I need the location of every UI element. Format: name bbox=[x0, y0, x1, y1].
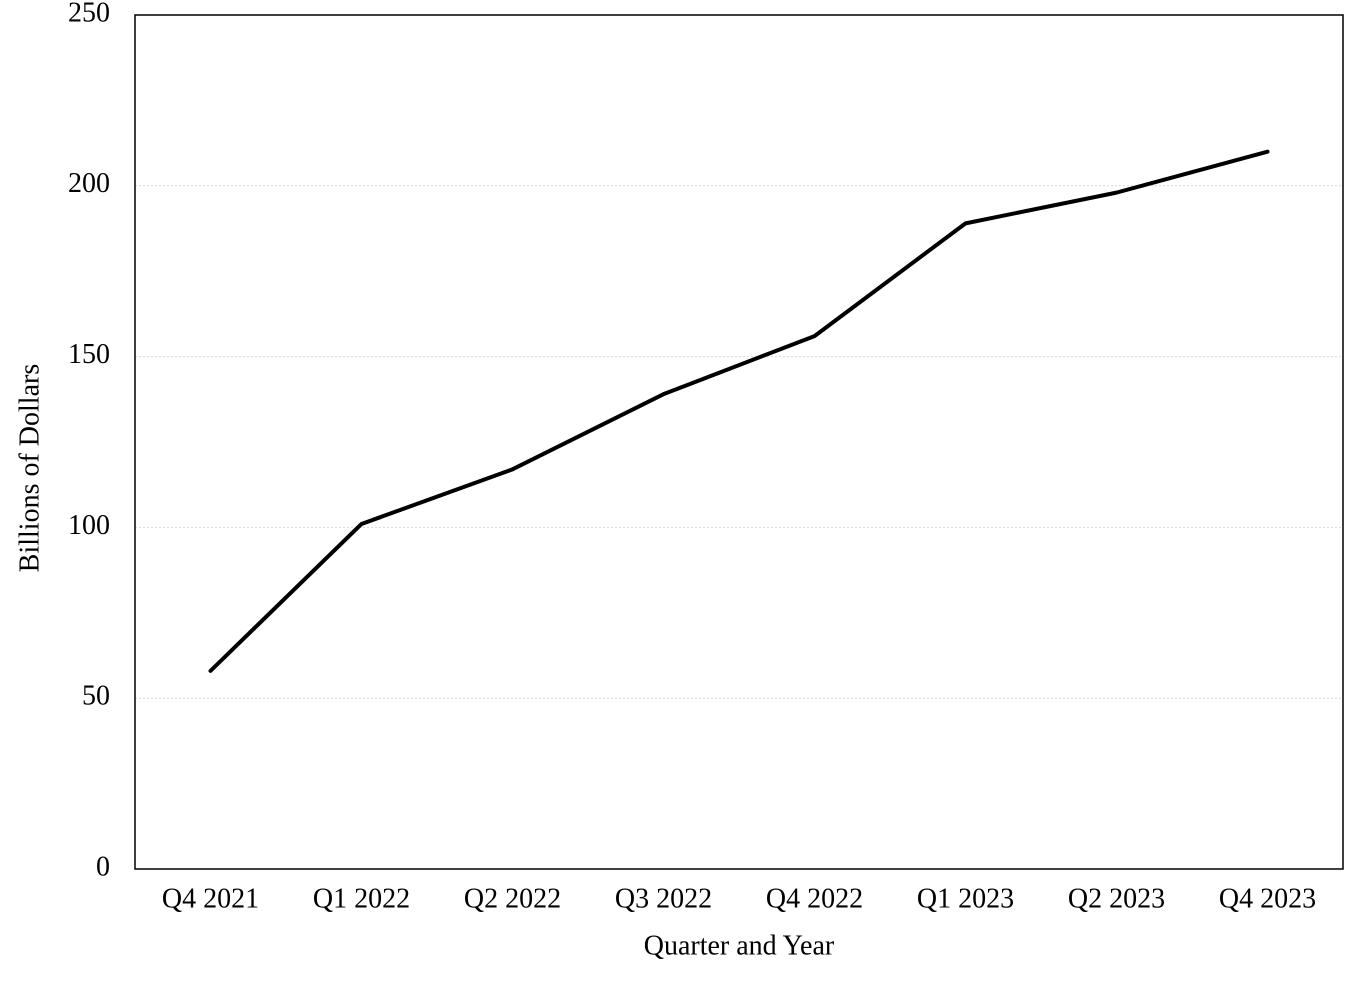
x-tick-label: Q2 2022 bbox=[464, 883, 561, 914]
x-tick-label: Q4 2023 bbox=[1219, 883, 1316, 914]
line bbox=[208, 149, 1270, 673]
y-tick-label: 200 bbox=[68, 168, 110, 199]
y-tick-label: 250 bbox=[68, 0, 110, 28]
x-tick-label: Q3 2022 bbox=[615, 883, 712, 914]
y-tick-label: 100 bbox=[68, 510, 110, 541]
x-tick-label: Q4 2022 bbox=[766, 883, 863, 914]
y-axis-title: Billions of Dollars bbox=[14, 364, 45, 572]
x-tick-label: Q1 2023 bbox=[917, 883, 1014, 914]
plot-frame bbox=[134, 14, 1344, 870]
x-tick-label: Q2 2023 bbox=[1068, 883, 1165, 914]
x-tick-label: Q4 2021 bbox=[162, 883, 259, 914]
x-axis-title: Quarter and Year bbox=[644, 930, 835, 961]
y-tick-label: 0 bbox=[96, 851, 110, 882]
y-tick-label: 150 bbox=[68, 339, 110, 370]
x-tick-label: Q1 2022 bbox=[313, 883, 410, 914]
y-tick-label: 50 bbox=[82, 681, 110, 712]
